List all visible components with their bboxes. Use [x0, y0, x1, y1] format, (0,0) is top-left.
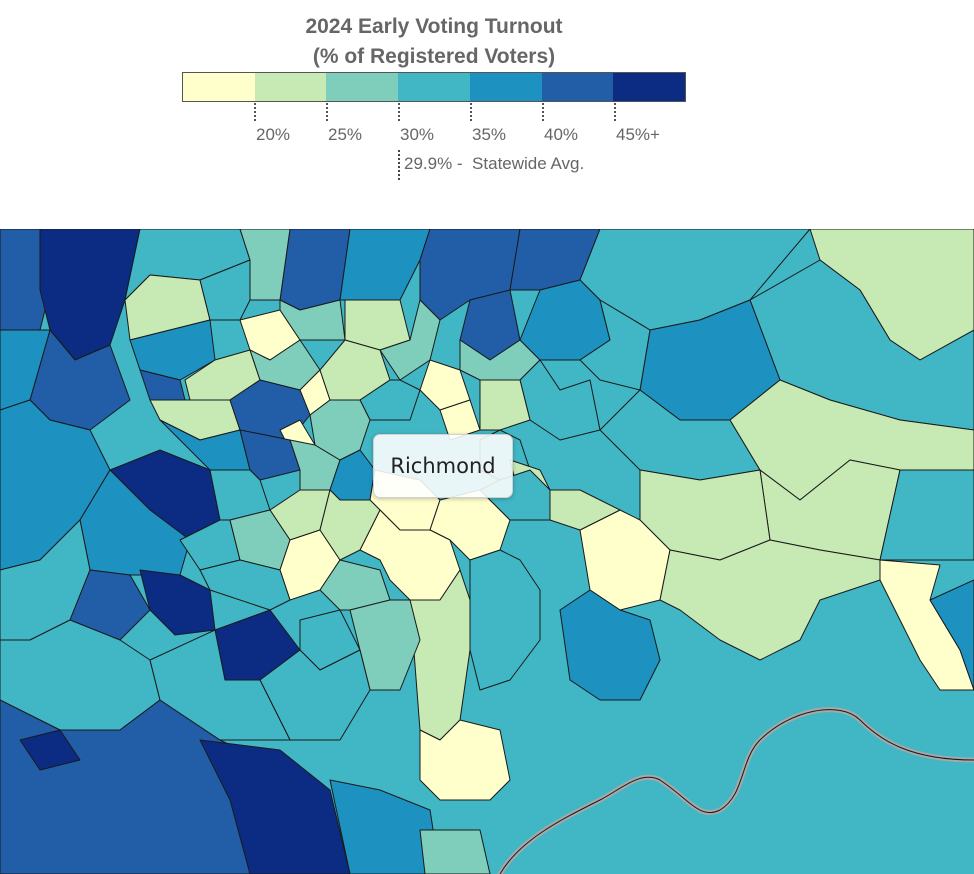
legend-tick-40 [542, 103, 544, 121]
precinct-region-bottom-center [419, 829, 491, 874]
legend-swatch-6 [613, 73, 686, 101]
precinct-east-i [659, 539, 881, 661]
legend-swatch-2 [326, 73, 399, 101]
precinct-sc-c [419, 719, 511, 801]
precinct-nw-w [579, 299, 651, 391]
legend-swatch-4 [469, 73, 542, 101]
legend-tick-30 [398, 103, 400, 121]
precinct-nw-t [519, 359, 601, 441]
statewide-avg-label: 29.9% - Statewide Avg. [404, 154, 584, 174]
legend-tick-label-20: 20% [256, 125, 291, 144]
precinct-map[interactable] [0, 229, 974, 874]
precinct-region-bottom-dark [199, 739, 351, 874]
precinct-nw-b [199, 259, 251, 321]
legend-tick-label-40: 40% [544, 125, 579, 144]
statewide-avg-text: Statewide Avg. [472, 154, 585, 173]
precinct-sc-g [149, 629, 291, 741]
precinct-east-f [929, 579, 974, 691]
legend-title-line-2: (% of Registered Voters) [312, 45, 556, 68]
precinct-sc-f [259, 649, 371, 741]
legend-tick-35 [470, 103, 472, 121]
statewide-avg-value: 29.9% - [404, 154, 463, 173]
precinct-wc-b [239, 429, 301, 481]
precinct-region-north-3 [239, 229, 291, 301]
legend-tick-45 [614, 103, 616, 121]
legend-tick-label-35: 35% [472, 125, 507, 144]
statewide-avg-marker [398, 150, 400, 180]
precinct-east-d [879, 469, 974, 561]
precinct-core-a [309, 399, 371, 461]
legend-tick-20 [254, 103, 256, 121]
precinct-core-f [319, 489, 381, 561]
precinct-sc-d [559, 589, 661, 701]
james-river-outline [499, 709, 974, 874]
city-label-richmond: Richmond [373, 434, 513, 498]
precinct-nw-u [479, 379, 531, 431]
precinct-region-south-west-blue [69, 569, 151, 641]
legend-tick-25 [326, 103, 328, 121]
legend-tick-label-45: 45%+ [616, 125, 660, 144]
legend-swatch-1 [254, 73, 327, 101]
legend-title-line-1: 2024 Early Voting Turnout [305, 15, 563, 38]
precinct-east-j [549, 489, 621, 531]
legend-swatch-3 [398, 73, 470, 101]
legend-swatch-0 [183, 73, 255, 101]
legend-swatch-5 [541, 73, 614, 101]
precinct-region-bottom-left-small [19, 729, 81, 771]
precinct-region-north-2 [279, 229, 351, 311]
precinct-wc-i [199, 559, 291, 611]
precinct-sc-b [469, 549, 541, 691]
precinct-east-e [879, 559, 974, 691]
legend-tick-label-30: 30% [400, 125, 435, 144]
legend-tick-label-25: 25% [328, 125, 363, 144]
color-legend [182, 72, 686, 102]
